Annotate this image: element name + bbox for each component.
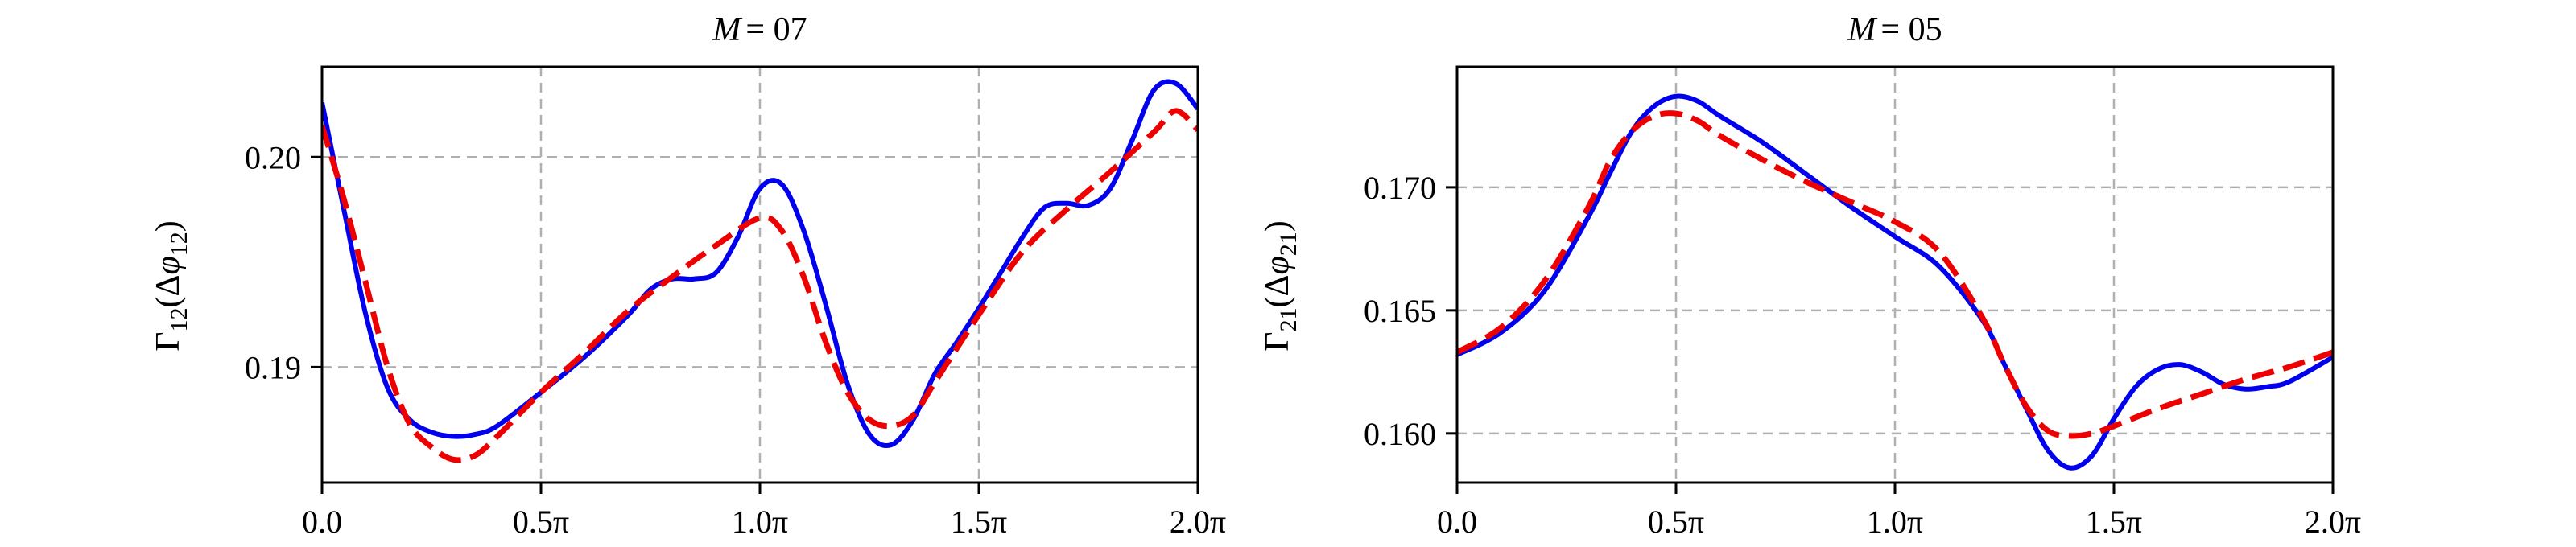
series-line-red-dashed — [322, 108, 1198, 463]
x-tick-label: 1.0π — [732, 504, 788, 540]
x-tick-label: 2.0π — [2305, 504, 2361, 540]
x-tick-label: 0.0 — [1437, 504, 1477, 540]
series-line-blue-solid — [322, 79, 1198, 449]
plot-frame — [320, 65, 1199, 484]
x-tick-label: 0.0 — [302, 504, 342, 540]
y-axis-label: Γ12(Δφ12) — [150, 220, 192, 352]
chart-title: M = 05 — [1847, 11, 1942, 48]
x-tick-label: 1.0π — [1867, 504, 1923, 540]
x-tick-label: 0.5π — [1648, 504, 1704, 540]
chart-title: M = 07 — [712, 11, 807, 48]
x-tick-label: 2.0π — [1170, 504, 1226, 540]
x-tick-label: 0.5π — [513, 504, 569, 540]
left-chart-panel: 0.0 0.5π 1.0π 1.5π 2.0π 0.19 0.20 M = 07 Γ12(Δφ12… — [150, 11, 1226, 540]
y-tick-label: 0.19 — [245, 349, 301, 385]
series-line-red-dashed — [1457, 110, 2333, 439]
y-tick-label: 0.160 — [1364, 416, 1436, 452]
series-line-blue-solid — [1457, 93, 2333, 471]
y-tick-label: 0.20 — [245, 139, 301, 175]
right-chart-panel: 0.0 0.5π 1.0π 1.5π 2.0π 0.160 0.165 0.170 M = 05 Γ… — [1259, 11, 2361, 540]
y-tick-label: 0.165 — [1364, 293, 1436, 329]
y-tick-label: 0.170 — [1364, 170, 1436, 206]
x-tick-label: 1.5π — [951, 504, 1007, 540]
y-axis-label: Γ21(Δφ21) — [1259, 220, 1302, 352]
plot-frame — [1455, 65, 2334, 484]
x-tick-label: 1.5π — [2086, 504, 2142, 540]
